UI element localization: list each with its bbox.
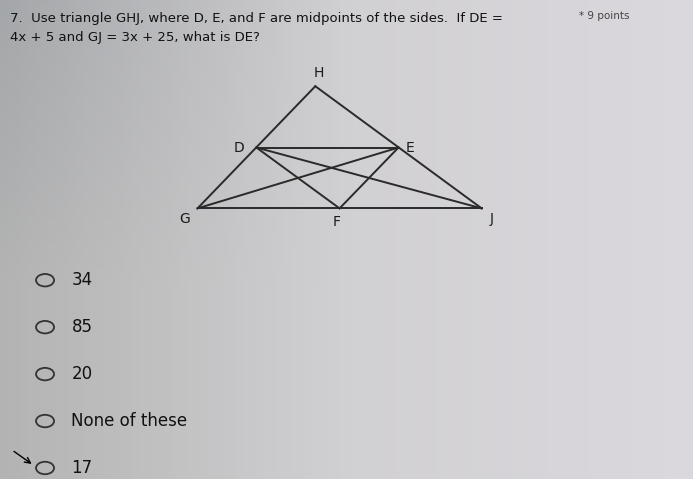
Text: * 9 points: * 9 points bbox=[579, 11, 629, 21]
Text: 7.  Use triangle GHJ, where D, E, and F are midpoints of the sides.  If DE =: 7. Use triangle GHJ, where D, E, and F a… bbox=[10, 12, 503, 25]
Text: 85: 85 bbox=[71, 318, 92, 336]
Text: 34: 34 bbox=[71, 271, 92, 289]
Text: 17: 17 bbox=[71, 459, 92, 477]
Text: E: E bbox=[406, 140, 415, 155]
Text: F: F bbox=[333, 215, 340, 228]
Text: H: H bbox=[314, 66, 324, 80]
Text: D: D bbox=[234, 140, 244, 155]
Text: 20: 20 bbox=[71, 365, 92, 383]
Text: None of these: None of these bbox=[71, 412, 188, 430]
Text: G: G bbox=[179, 212, 190, 226]
Text: J: J bbox=[489, 212, 493, 226]
Text: 4x + 5 and GJ = 3x + 25, what is DE?: 4x + 5 and GJ = 3x + 25, what is DE? bbox=[10, 31, 261, 44]
